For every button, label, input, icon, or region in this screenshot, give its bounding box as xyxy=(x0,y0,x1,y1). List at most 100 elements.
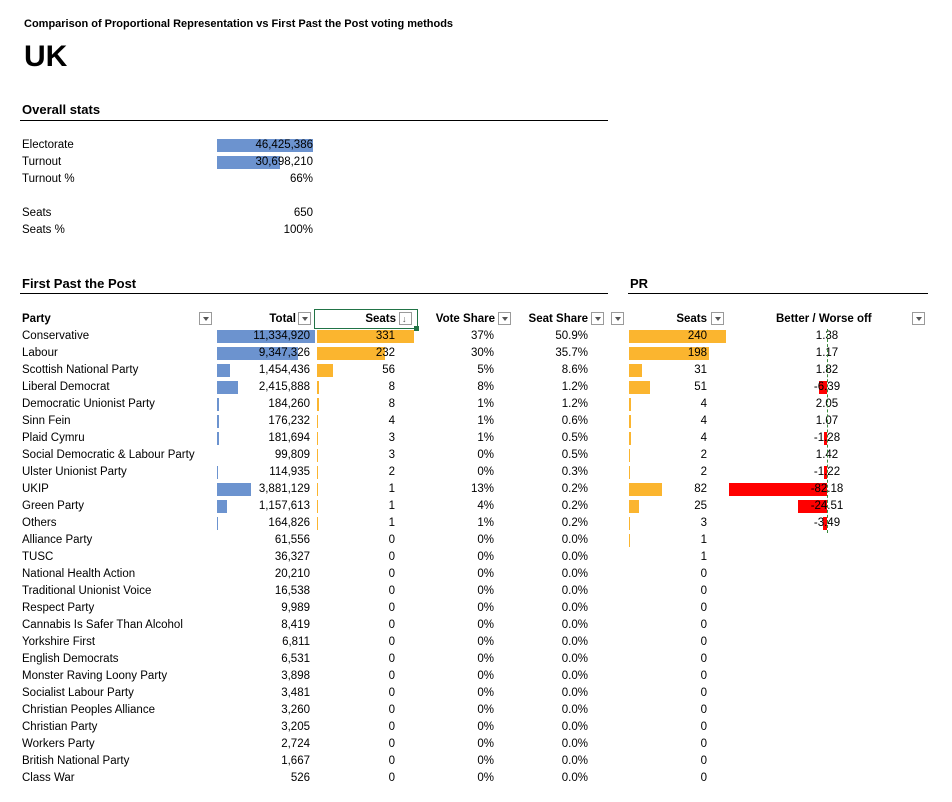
filter-better-worse-dropdown-icon[interactable] xyxy=(912,312,925,325)
worse-off-bar xyxy=(823,517,827,530)
fptp-seats-bar xyxy=(317,483,318,496)
seat-share: 0.0% xyxy=(561,619,588,631)
seat-share: 0.2% xyxy=(561,517,588,529)
better-worse-value: 2.05 xyxy=(815,398,839,410)
fptp-seats: 3 xyxy=(388,449,395,461)
fptp-seats: 0 xyxy=(388,534,395,546)
fptp-seats-bar xyxy=(317,500,318,513)
overall-stat-value: 100% xyxy=(283,224,313,236)
votes-total-bar xyxy=(217,381,238,394)
country-title: UK xyxy=(24,40,68,73)
fptp-seats: 331 xyxy=(375,330,395,342)
votes-total: 181,694 xyxy=(268,432,310,444)
seat-share: 0.0% xyxy=(561,551,588,563)
fptp-seats: 56 xyxy=(382,364,395,376)
votes-total-bar xyxy=(217,415,219,428)
fill-handle[interactable] xyxy=(414,326,419,331)
pr-seats: 0 xyxy=(700,636,707,648)
vote-share: 0% xyxy=(477,721,494,733)
pr-seats: 0 xyxy=(700,772,707,784)
fptp-seats: 1 xyxy=(388,483,395,495)
pr-seats: 0 xyxy=(700,619,707,631)
vote-share: 0% xyxy=(477,687,494,699)
better-worse-value: -24.51 xyxy=(810,500,844,512)
seat-share: 0.0% xyxy=(561,687,588,699)
party-name: Scottish National Party xyxy=(22,364,139,376)
votes-total: 8,419 xyxy=(281,619,310,631)
filter-seat-share-dropdown-icon[interactable] xyxy=(591,312,604,325)
seat-share: 0.0% xyxy=(561,738,588,750)
fptp-seats: 0 xyxy=(388,653,395,665)
seats-header-selected-cell[interactable] xyxy=(314,309,418,329)
fptp-seats: 1 xyxy=(388,500,395,512)
pr-section-title: PR xyxy=(630,276,649,291)
filter-party-dropdown-icon[interactable] xyxy=(199,312,212,325)
overall-stat-label: Seats % xyxy=(22,224,65,236)
vote-share: 0% xyxy=(477,670,494,682)
pr-seats: 0 xyxy=(700,721,707,733)
party-name: Socialist Labour Party xyxy=(22,687,134,699)
fptp-seats: 0 xyxy=(388,636,395,648)
party-name: English Democrats xyxy=(22,653,119,665)
seat-share: 8.6% xyxy=(561,364,588,376)
votes-total-bar xyxy=(217,483,251,496)
header-seats: Seats xyxy=(365,313,396,325)
filter-blank-dropdown-icon[interactable] xyxy=(611,312,624,325)
vote-share: 0% xyxy=(477,466,494,478)
vote-share: 8% xyxy=(477,381,494,393)
party-name: Traditional Unionist Voice xyxy=(22,585,152,597)
overall-stat-value: 650 xyxy=(293,207,313,219)
overall-value-bar xyxy=(217,156,280,169)
pr-seats-bar xyxy=(629,517,630,530)
fptp-seats-bar xyxy=(317,466,318,479)
seat-share: 0.0% xyxy=(561,721,588,733)
pr-seats: 82 xyxy=(694,483,707,495)
party-name: Others xyxy=(22,517,57,529)
overall-value-bar xyxy=(217,139,313,152)
vote-share: 5% xyxy=(477,364,494,376)
vote-share: 1% xyxy=(477,398,494,410)
vote-share: 1% xyxy=(477,432,494,444)
party-name: Liberal Democrat xyxy=(22,381,110,393)
party-name: Christian Party xyxy=(22,721,98,733)
seat-share: 0.2% xyxy=(561,500,588,512)
filter-pr-seats-dropdown-icon[interactable] xyxy=(711,312,724,325)
votes-total: 1,157,613 xyxy=(258,500,310,512)
fptp-seats-bar xyxy=(317,364,333,377)
pr-seats: 51 xyxy=(694,381,707,393)
party-name: UKIP xyxy=(22,483,49,495)
pr-seats: 0 xyxy=(700,755,707,767)
header-better-worse: Better / Worse off xyxy=(776,313,872,325)
pr-seats: 4 xyxy=(700,415,707,427)
pr-seats-bar xyxy=(629,432,631,445)
fptp-seats: 0 xyxy=(388,755,395,767)
fptp-seats: 0 xyxy=(388,687,395,699)
pr-seats: 4 xyxy=(700,432,707,444)
vote-share: 0% xyxy=(477,602,494,614)
fptp-seats-bar xyxy=(317,432,318,445)
votes-total: 3,205 xyxy=(281,721,310,733)
fptp-seats: 2 xyxy=(388,466,395,478)
seat-share: 0.6% xyxy=(561,415,588,427)
vote-share: 0% xyxy=(477,568,494,580)
filter-seats-sorted-icon[interactable] xyxy=(399,312,412,325)
better-worse-zero-axis xyxy=(827,329,828,533)
filter-vote-share-dropdown-icon[interactable] xyxy=(498,312,511,325)
filter-total-dropdown-icon[interactable] xyxy=(298,312,311,325)
party-name: Class War xyxy=(22,772,75,784)
pr-seats-bar xyxy=(629,347,709,360)
votes-total: 3,898 xyxy=(281,670,310,682)
votes-total: 16,538 xyxy=(274,585,310,597)
votes-total: 99,809 xyxy=(274,449,310,461)
pr-seats-bar xyxy=(629,398,631,411)
vote-share: 30% xyxy=(470,347,494,359)
worse-off-bar xyxy=(824,432,827,445)
pr-seats: 3 xyxy=(700,517,707,529)
header-pr-seats: Seats xyxy=(676,313,707,325)
party-name: British National Party xyxy=(22,755,130,767)
seat-share: 0.0% xyxy=(561,602,588,614)
votes-total-bar xyxy=(217,330,315,343)
fptp-section-rule xyxy=(20,293,608,294)
seat-share: 0.0% xyxy=(561,704,588,716)
pr-seats: 0 xyxy=(700,704,707,716)
